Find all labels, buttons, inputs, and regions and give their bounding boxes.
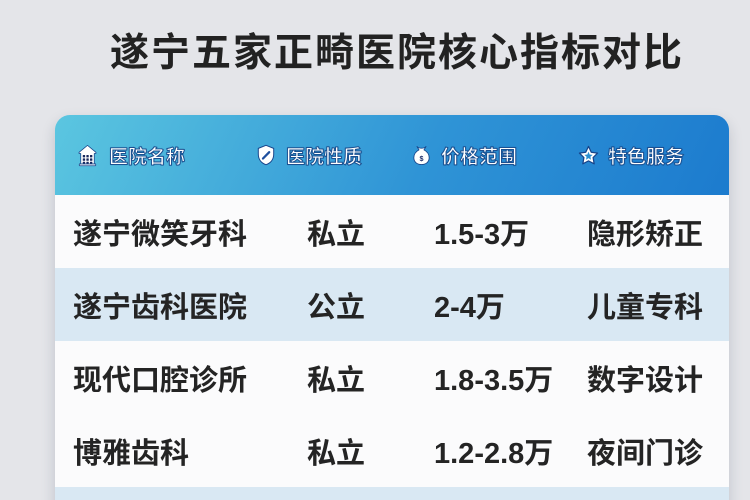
svg-text:$: $ <box>420 154 424 162</box>
